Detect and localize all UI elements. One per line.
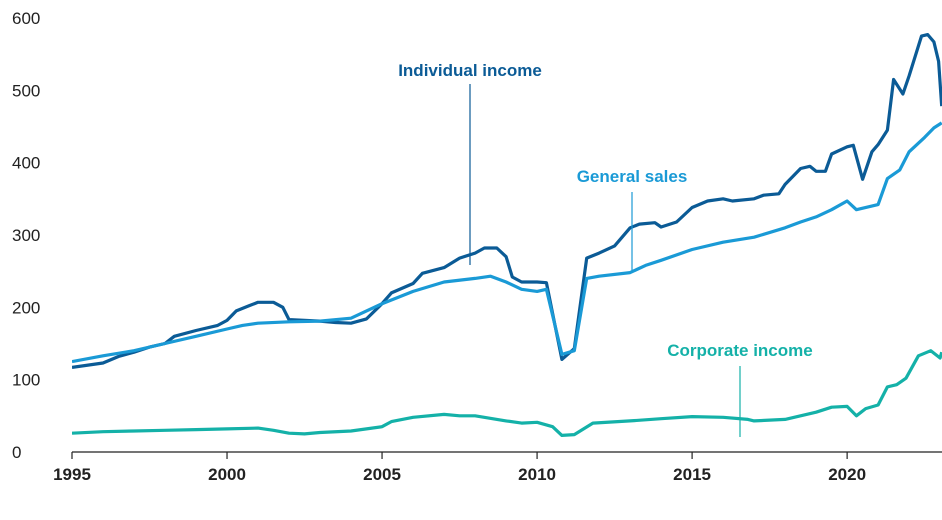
y-tick-label: 100 bbox=[12, 371, 40, 390]
y-tick-label: 500 bbox=[12, 81, 40, 100]
x-tick-label: 2020 bbox=[828, 465, 866, 484]
annotation: General sales bbox=[577, 167, 688, 186]
x-tick-label: 2010 bbox=[518, 465, 556, 484]
x-tick-label: 2005 bbox=[363, 465, 401, 484]
annotation: Corporate income bbox=[667, 341, 812, 360]
y-tick-label: 300 bbox=[12, 226, 40, 245]
x-tick-label: 1995 bbox=[53, 465, 91, 484]
x-tick-label: 2000 bbox=[208, 465, 246, 484]
x-tick-label: 2015 bbox=[673, 465, 711, 484]
y-tick-label: 0 bbox=[12, 443, 21, 462]
y-tick-label: 200 bbox=[12, 298, 40, 317]
series-line bbox=[72, 349, 942, 437]
series-line bbox=[72, 33, 942, 369]
annotation: Individual income bbox=[398, 61, 542, 80]
y-tick-label: 600 bbox=[12, 9, 40, 28]
y-tick-label: 400 bbox=[12, 154, 40, 173]
series-line bbox=[72, 121, 942, 364]
